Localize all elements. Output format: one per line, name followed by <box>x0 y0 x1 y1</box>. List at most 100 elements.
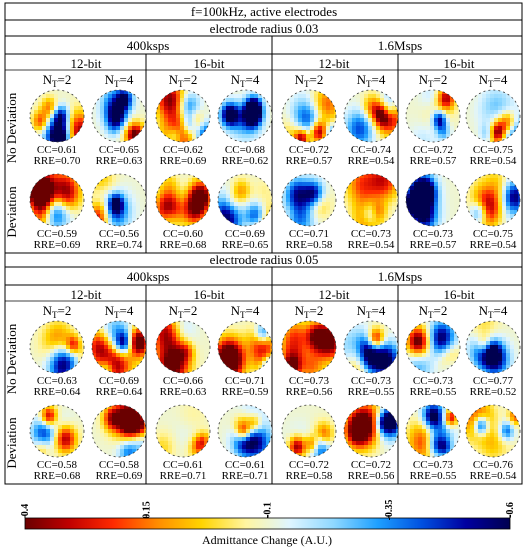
heat-map <box>343 173 399 227</box>
row-label: Deviation <box>4 186 19 238</box>
row-no-deviation: No Deviation CC=0.61RRE=0.70CC=0.65RRE=0.… <box>4 89 521 167</box>
heat-map <box>217 173 273 227</box>
nt-label: NT=2 <box>43 72 72 89</box>
rre-value: RRE=0.59 <box>222 386 269 398</box>
colorbar-tick-label: -0.6 <box>505 502 516 518</box>
rre-value: RRE=0.62 <box>222 155 269 167</box>
heat-map <box>217 320 273 374</box>
cc-value: CC=0.69 <box>225 228 266 240</box>
heat-map <box>405 320 461 374</box>
nt-label: NT=4 <box>479 72 508 89</box>
cc-value: CC=0.75 <box>473 144 514 156</box>
rre-value: RRE=0.64 <box>34 386 81 398</box>
cc-value: CC=0.77 <box>473 375 514 387</box>
rre-value: RRE=0.58 <box>286 470 333 482</box>
rre-value: RRE=0.55 <box>410 386 457 398</box>
cc-value: CC=0.76 <box>473 459 514 471</box>
cc-value: CC=0.69 <box>99 375 140 387</box>
rate-label: 400ksps <box>127 269 170 284</box>
rre-value: RRE=0.54 <box>348 239 395 251</box>
heat-map <box>281 173 337 227</box>
row-label: Deviation <box>4 417 19 469</box>
colorbar-gradient <box>24 517 511 530</box>
heat-map <box>155 320 211 374</box>
heat-map <box>155 89 211 143</box>
cc-value: CC=0.73 <box>413 228 454 240</box>
cc-value: CC=0.68 <box>225 144 266 156</box>
row-label: No Deviation <box>4 323 19 394</box>
heat-map <box>29 173 85 227</box>
rre-value: RRE=0.70 <box>34 155 81 167</box>
rre-value: RRE=0.54 <box>348 155 395 167</box>
heat-map <box>281 404 337 458</box>
heat-map <box>29 404 85 458</box>
cc-value: CC=0.61 <box>37 144 77 156</box>
colorbar-label: Admittance Change (A.U.) <box>202 533 332 547</box>
rre-value: RRE=0.57 <box>410 239 457 251</box>
heat-map <box>91 173 147 227</box>
nt-label: NT=2 <box>169 72 198 89</box>
cc-value: CC=0.72 <box>289 144 329 156</box>
cc-value: CC=0.73 <box>351 228 392 240</box>
nt-label: NT=2 <box>295 303 324 320</box>
colorbar-tick-label: 0.4 <box>20 504 31 517</box>
rre-value: RRE=0.55 <box>348 386 395 398</box>
rre-value: RRE=0.74 <box>96 239 143 251</box>
bit-label: 16-bit <box>193 56 224 71</box>
heat-map <box>91 89 147 143</box>
heat-map <box>405 404 461 458</box>
nt-label: NT=2 <box>169 303 198 320</box>
figure-title: f=100kHz, active electrodes <box>191 4 337 19</box>
nt-label: NT=4 <box>231 72 260 89</box>
rre-value: RRE=0.54 <box>470 470 517 482</box>
rre-value: RRE=0.56 <box>286 386 333 398</box>
rre-value: RRE=0.68 <box>160 239 207 251</box>
heat-map <box>91 404 147 458</box>
rre-value: RRE=0.71 <box>160 470 207 482</box>
nt-label: NT=4 <box>357 303 386 320</box>
cc-value: CC=0.58 <box>37 459 78 471</box>
bit-label: 16-bit <box>193 287 224 302</box>
cc-value: CC=0.61 <box>163 459 203 471</box>
nt-label: NT=2 <box>419 72 448 89</box>
heat-map <box>465 320 521 374</box>
cc-value: CC=0.65 <box>99 144 140 156</box>
heat-map <box>281 320 337 374</box>
rate-label: 1.6Msps <box>378 269 422 284</box>
nt-label: NT=4 <box>357 72 386 89</box>
cc-value: CC=0.62 <box>163 144 203 156</box>
heat-map <box>281 89 337 143</box>
rre-value: RRE=0.54 <box>470 155 517 167</box>
bit-label: 16-bit <box>443 287 474 302</box>
rre-value: RRE=0.63 <box>160 386 207 398</box>
heat-map <box>465 173 521 227</box>
nt-label: NT=2 <box>43 303 72 320</box>
cc-value: CC=0.71 <box>225 375 265 387</box>
rre-value: RRE=0.57 <box>410 155 457 167</box>
heat-map <box>465 89 521 143</box>
cc-value: CC=0.73 <box>351 375 392 387</box>
rre-value: RRE=0.54 <box>470 239 517 251</box>
rre-value: RRE=0.56 <box>348 470 395 482</box>
radius-label: electrode radius 0.03 <box>210 21 319 36</box>
cc-value: CC=0.61 <box>225 459 265 471</box>
cc-value: CC=0.72 <box>289 459 329 471</box>
bit-label: 16-bit <box>443 56 474 71</box>
bit-label: 12-bit <box>70 287 101 302</box>
rre-value: RRE=0.52 <box>470 386 517 398</box>
heat-map <box>343 89 399 143</box>
nt-label: NT=4 <box>231 303 260 320</box>
nt-label: NT=4 <box>479 303 508 320</box>
nt-label: NT=4 <box>105 303 134 320</box>
nt-label: NT=2 <box>295 72 324 89</box>
cc-value: CC=0.60 <box>163 228 204 240</box>
rre-value: RRE=0.55 <box>410 470 457 482</box>
rate-label: 400ksps <box>127 38 170 53</box>
section-1: electrode radius 0.03 400ksps 1.6Msps 12-bi… <box>4 21 521 251</box>
cc-value: CC=0.56 <box>99 228 140 240</box>
rre-value: RRE=0.58 <box>286 239 333 251</box>
bit-label: 12-bit <box>318 287 349 302</box>
cc-value: CC=0.58 <box>99 459 140 471</box>
